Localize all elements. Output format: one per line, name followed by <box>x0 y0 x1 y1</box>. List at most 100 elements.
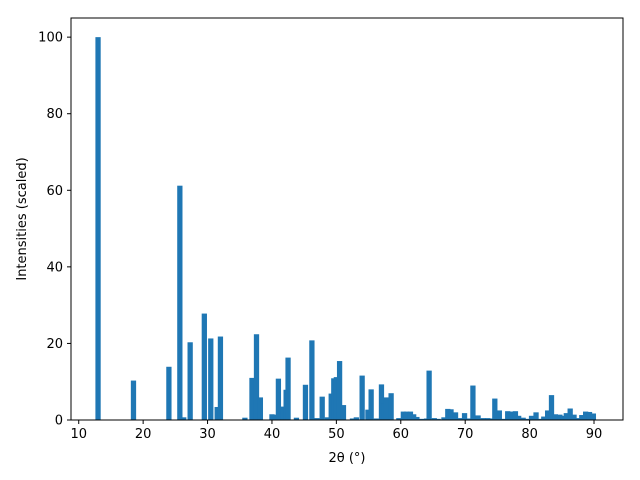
x-tick-label: 80 <box>521 427 538 442</box>
bar <box>400 411 406 420</box>
bar <box>557 414 563 420</box>
x-tick-label: 50 <box>328 427 345 442</box>
bar <box>411 414 417 420</box>
bar <box>567 408 573 420</box>
bar <box>524 418 530 420</box>
bar <box>575 418 581 420</box>
bar <box>505 411 511 420</box>
bar <box>475 415 481 420</box>
bar <box>314 418 320 420</box>
bar <box>435 418 441 420</box>
bar <box>353 417 359 420</box>
bar <box>418 418 425 420</box>
bar <box>441 417 447 420</box>
bar <box>560 415 566 420</box>
bar <box>485 418 491 420</box>
bar <box>373 418 379 420</box>
bar <box>496 410 502 420</box>
bar <box>590 413 597 420</box>
x-tick-label: 90 <box>586 427 603 442</box>
bar <box>480 418 486 420</box>
y-tick-label: 20 <box>46 337 63 352</box>
y-axis-ticks: 0 20 40 60 80 100 <box>38 31 71 429</box>
bar <box>249 377 255 420</box>
x-tick-label: 70 <box>457 427 474 442</box>
x-tick-label: 10 <box>70 427 87 442</box>
bar <box>407 411 414 420</box>
bar <box>541 416 547 420</box>
bar <box>293 417 300 420</box>
bar <box>548 395 555 420</box>
x-tick-label: 30 <box>199 427 216 442</box>
bar <box>269 414 275 420</box>
bar <box>579 415 585 420</box>
bar <box>201 313 207 420</box>
bar <box>166 366 172 420</box>
bar <box>349 418 356 420</box>
bar <box>512 411 519 420</box>
bar <box>181 417 187 420</box>
bar <box>275 378 282 420</box>
x-tick-label: 60 <box>393 427 410 442</box>
bar <box>516 415 522 420</box>
bar <box>365 409 371 420</box>
bar <box>501 418 507 420</box>
bar <box>470 385 476 420</box>
bar <box>458 418 464 420</box>
bar <box>177 185 183 420</box>
x-axis-label: 2θ (°) <box>328 451 365 466</box>
bar <box>537 418 543 420</box>
bar <box>492 398 498 420</box>
bar <box>445 408 451 420</box>
y-axis-label: Intensities (scaled) <box>15 157 30 280</box>
bar <box>388 393 394 420</box>
bar <box>383 397 390 420</box>
bar <box>340 405 347 420</box>
bar <box>319 396 325 420</box>
bar <box>563 413 569 420</box>
y-tick-label: 80 <box>46 107 63 122</box>
bar <box>309 340 315 420</box>
bar <box>466 418 472 420</box>
y-tick-label: 40 <box>46 260 63 275</box>
bar <box>214 406 220 420</box>
y-tick-label: 60 <box>46 184 63 199</box>
plot-frame <box>70 17 624 421</box>
bar <box>533 412 539 420</box>
bar <box>359 375 365 420</box>
bar <box>187 342 193 420</box>
bar <box>396 418 402 420</box>
bar <box>368 389 374 420</box>
bar <box>336 361 343 420</box>
bar <box>586 411 593 420</box>
bar <box>488 418 494 420</box>
bars <box>95 37 597 420</box>
bar <box>217 336 224 420</box>
bar <box>520 417 526 420</box>
bar <box>461 413 468 420</box>
bar <box>545 410 551 420</box>
bar <box>426 370 432 420</box>
bar <box>208 338 214 420</box>
bar <box>285 357 291 420</box>
x-tick-label: 20 <box>135 427 152 442</box>
bar <box>95 37 101 420</box>
bar <box>378 384 385 420</box>
x-tick-label: 40 <box>264 427 281 442</box>
bar <box>583 411 589 420</box>
bar <box>302 384 309 420</box>
bar <box>431 418 437 420</box>
bar <box>333 377 340 420</box>
y-tick-label: 0 <box>55 414 63 429</box>
bar <box>552 414 559 420</box>
bar <box>571 414 577 420</box>
bar <box>403 411 410 420</box>
bar <box>130 380 137 420</box>
y-tick-label: 100 <box>38 31 63 46</box>
bar <box>253 334 260 420</box>
bar <box>257 397 264 420</box>
bar <box>528 415 535 420</box>
bar <box>452 412 459 420</box>
bar <box>242 417 248 420</box>
